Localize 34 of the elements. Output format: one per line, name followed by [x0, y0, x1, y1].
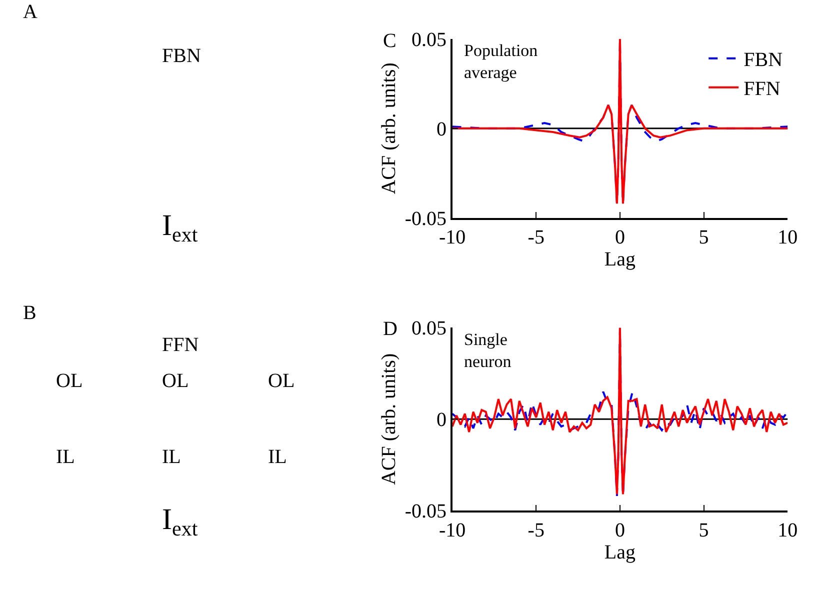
x-tick-label: 0	[614, 226, 625, 249]
annotation: Single neuron	[464, 330, 512, 372]
text: OL	[56, 370, 83, 392]
y-tick-label: 0.05	[412, 28, 447, 51]
x-axis-title: Lag	[604, 248, 636, 271]
legend-label: FBN	[744, 49, 783, 72]
y-axis-title: ACF (arb. units)	[378, 62, 400, 194]
text: OL	[162, 370, 189, 392]
text: FFN	[162, 334, 199, 356]
y-tick-label: 0	[436, 409, 447, 432]
text: OL	[268, 370, 295, 392]
x-tick-label: 10	[778, 519, 798, 542]
x-tick-label: 5	[698, 226, 709, 249]
x-tick-label: 0	[614, 519, 625, 542]
y-tick-label: 0	[436, 118, 447, 140]
x-axis-title: Lag	[604, 541, 636, 564]
x-tick-label: 5	[698, 519, 709, 542]
x-tick-label: -5	[528, 519, 544, 542]
text: I$_{ext}$	[162, 209, 198, 246]
text: A	[23, 1, 38, 23]
x-tick-label: 10	[778, 226, 798, 249]
y-axis-title: ACF (arb. units)	[378, 353, 400, 486]
x-tick-label: -5	[528, 226, 544, 249]
chart-title: C	[383, 30, 396, 52]
text: IL	[56, 446, 75, 468]
annotation: Population average	[464, 41, 538, 82]
legend-label: FFN	[744, 78, 780, 100]
text: IL	[162, 446, 181, 468]
text: IL	[268, 446, 287, 468]
chart-title: D	[383, 318, 398, 340]
y-tick-label: 0.05	[412, 318, 447, 340]
text: I$_{ext}$	[162, 503, 198, 540]
text: FBN	[162, 45, 201, 67]
text: B	[23, 302, 36, 324]
